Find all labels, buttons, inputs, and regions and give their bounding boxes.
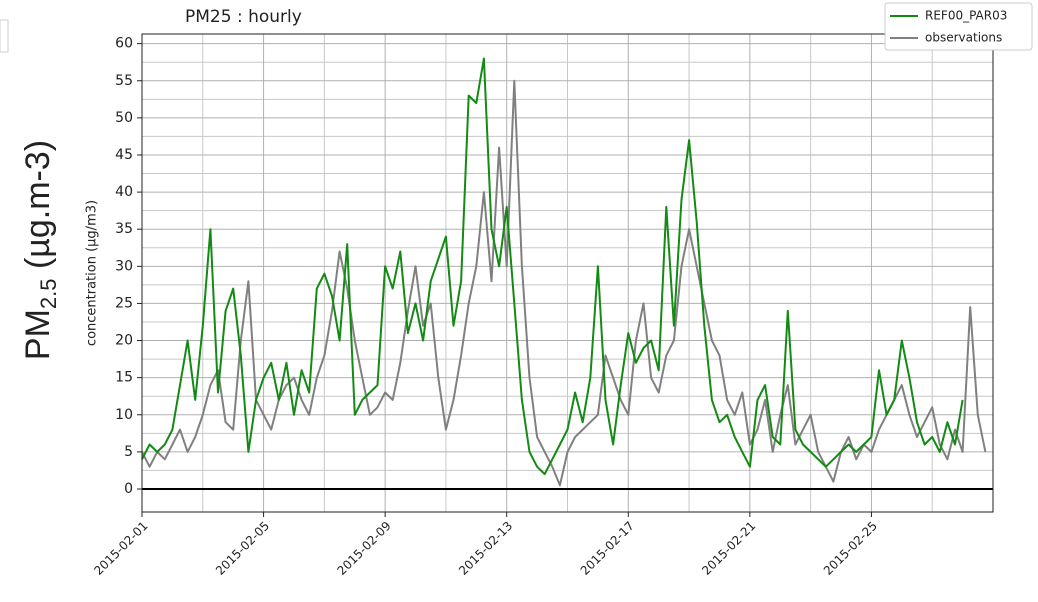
panel-edge xyxy=(0,19,9,53)
x-tick-label: 2015-02-13 xyxy=(456,519,515,578)
y-tick-label: 0 xyxy=(124,481,133,497)
outer-label-sub: 2.5 xyxy=(36,279,61,310)
x-tick-label: 2015-02-25 xyxy=(821,519,880,578)
legend-box xyxy=(884,2,1033,51)
y-tick-label: 5 xyxy=(124,444,133,460)
y-tick-label: 10 xyxy=(115,407,133,423)
y-tick-label: 40 xyxy=(115,184,133,200)
chart-title: PM25 : hourly xyxy=(185,7,302,27)
y-tick-label: 35 xyxy=(115,221,133,237)
y-tick-label: 50 xyxy=(115,110,133,126)
y-tick-label: 15 xyxy=(115,370,133,386)
y-tick-label: 30 xyxy=(115,258,133,274)
x-tick-label: 2015-02-01 xyxy=(91,519,150,578)
outer-label-base: PM xyxy=(19,309,57,360)
plot-frame xyxy=(141,33,994,513)
legend-label: observations xyxy=(925,31,1002,45)
y-tick-label: 45 xyxy=(115,147,133,163)
x-tick-label: 2015-02-17 xyxy=(578,519,637,578)
outer-label-rest: (µg.m-3) xyxy=(19,140,57,279)
x-tick-label: 2015-02-21 xyxy=(699,519,758,578)
y-tick-label: 60 xyxy=(115,36,133,52)
y-tick-label: 25 xyxy=(115,295,133,311)
series-line xyxy=(141,79,987,487)
legend-label: REF00_PAR03 xyxy=(925,9,1007,23)
outer-label: PM2.5 (µg.m-3) xyxy=(19,140,61,360)
series-line xyxy=(141,57,964,476)
y-tick-label: 20 xyxy=(115,333,133,349)
y-tick-label: 55 xyxy=(115,73,133,89)
x-tick-label: 2015-02-09 xyxy=(335,519,394,578)
y-axis-label: concentration (µg/m3) xyxy=(85,200,100,346)
x-tick-label: 2015-02-05 xyxy=(213,519,272,578)
